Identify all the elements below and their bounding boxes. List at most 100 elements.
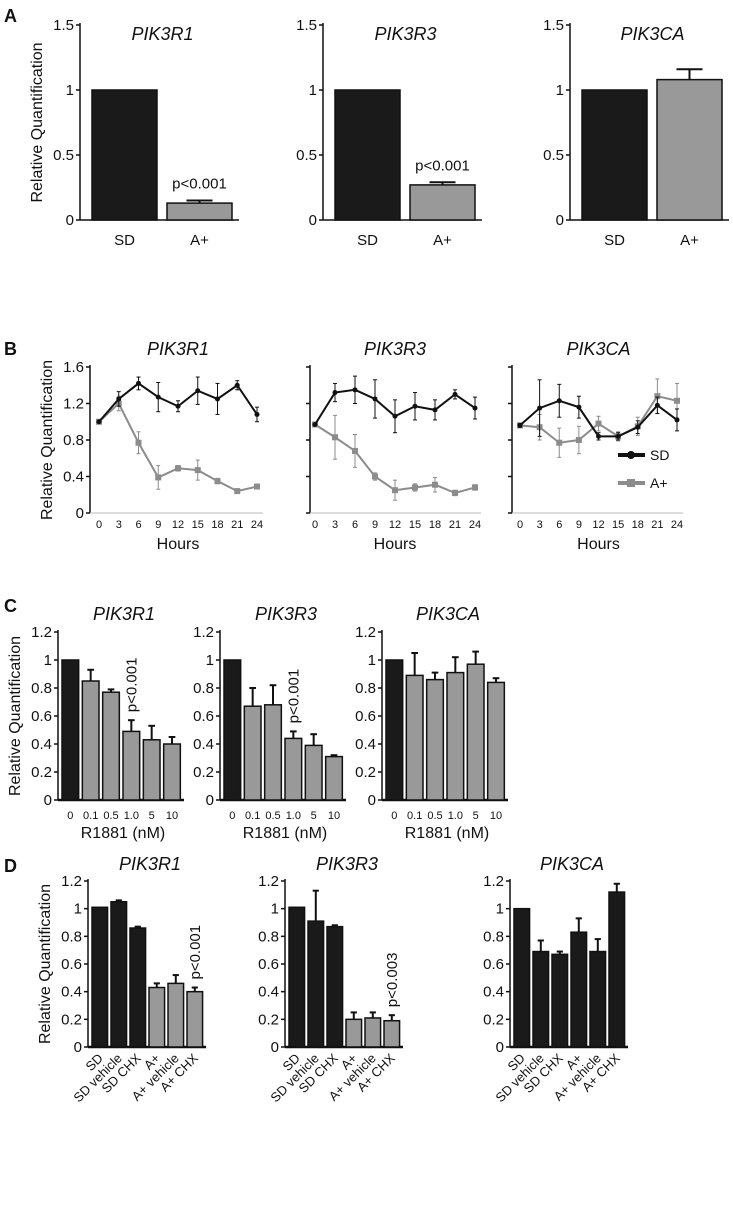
- p-value-annotation: p<0.001: [187, 925, 204, 980]
- bar: [532, 950, 550, 1048]
- data-point: [615, 433, 621, 439]
- x-tick-label: 15: [612, 519, 624, 531]
- bar: [288, 906, 306, 1048]
- bar: [324, 755, 344, 801]
- x-tick-label: A+: [680, 232, 699, 249]
- bar: [589, 950, 607, 1048]
- bar: [326, 925, 344, 1048]
- data-point: [595, 420, 602, 427]
- data-point: [136, 380, 141, 386]
- bar: [186, 990, 204, 1048]
- x-tick-label: SD: [604, 232, 625, 249]
- y-tick-label: 0.5: [53, 147, 74, 164]
- bar: [364, 1017, 382, 1048]
- x-tick-label: 15: [192, 519, 204, 531]
- x-tick-label: 18: [632, 519, 644, 531]
- bar: [334, 89, 401, 221]
- y-tick-label: 1.2: [31, 624, 52, 641]
- bar: [513, 907, 531, 1048]
- bar: [486, 681, 506, 801]
- y-tick-label: 0: [368, 792, 376, 809]
- data-point: [674, 417, 680, 423]
- y-axis-label: Relative Quantification: [29, 42, 46, 202]
- chart-title: PIK3R1: [119, 854, 181, 874]
- y-tick-label: 0.4: [258, 984, 279, 1001]
- bar: [61, 659, 80, 801]
- bar: [570, 931, 588, 1048]
- y-tick-label: 0.6: [483, 956, 504, 973]
- x-tick-label: 21: [449, 519, 461, 531]
- y-tick-label: 0.2: [61, 1011, 82, 1028]
- series-line-A+: [98, 401, 258, 493]
- x-tick-label: 10: [328, 810, 340, 822]
- y-tick-label: 0.6: [31, 708, 52, 725]
- data-point: [195, 388, 201, 394]
- bar: [91, 89, 158, 221]
- data-point: [556, 439, 563, 446]
- data-point: [214, 478, 221, 485]
- data-point: [472, 484, 478, 491]
- y-axis-label: Relative Quantification: [39, 360, 56, 520]
- y-tick-label: 0: [271, 1039, 279, 1056]
- x-tick-label: 18: [211, 519, 223, 531]
- x-tick-label: 5: [473, 810, 479, 822]
- data-point: [155, 394, 161, 400]
- data-point: [116, 396, 122, 402]
- panel-letter: B: [4, 339, 17, 359]
- x-tick-label: 9: [155, 519, 161, 531]
- p-value-annotation: p<0.001: [172, 176, 227, 193]
- x-tick-label: 3: [332, 519, 338, 531]
- y-tick-label: 0.4: [31, 736, 52, 753]
- data-point: [352, 387, 358, 393]
- y-tick-label: 1: [309, 82, 317, 99]
- y-tick-label: 1.6: [63, 359, 84, 376]
- data-point: [452, 489, 458, 496]
- y-tick-label: 1: [206, 652, 214, 669]
- y-tick-label: 0.6: [258, 956, 279, 973]
- bar: [608, 891, 626, 1048]
- x-tick-label: 0: [517, 519, 523, 531]
- data-point: [135, 439, 142, 446]
- p-value-annotation: p<0.001: [415, 157, 470, 174]
- y-tick-label: 0: [206, 792, 214, 809]
- x-tick-label: 10: [490, 810, 502, 822]
- data-point: [635, 424, 641, 430]
- data-point: [372, 396, 378, 402]
- y-tick-label: 0.8: [61, 928, 82, 945]
- x-tick-label: 3: [116, 519, 122, 531]
- y-tick-label: 0.4: [63, 469, 84, 486]
- bar: [409, 184, 476, 221]
- y-tick-label: 0: [66, 212, 74, 229]
- bar: [142, 739, 161, 801]
- y-tick-label: 1: [368, 652, 376, 669]
- bar: [383, 1019, 401, 1048]
- chart-title: PIK3R1: [131, 24, 193, 44]
- x-tick-label: 6: [352, 519, 358, 531]
- data-point: [654, 402, 660, 408]
- data-point: [472, 405, 478, 411]
- y-tick-label: 0: [74, 1039, 82, 1056]
- p-value-annotation: p<0.003: [384, 953, 401, 1008]
- chart-title: PIK3CA: [566, 339, 630, 359]
- bar: [166, 202, 233, 221]
- data-point: [372, 473, 378, 480]
- x-tick-label: 0.1: [407, 810, 422, 822]
- data-point: [96, 419, 102, 425]
- x-axis-label: R1881 (nM): [243, 825, 327, 842]
- p-value-annotation: p<0.001: [285, 669, 302, 724]
- data-point: [674, 397, 680, 404]
- chart-title: PIK3R1: [93, 604, 155, 624]
- bar: [162, 743, 182, 801]
- data-point: [537, 405, 543, 411]
- data-point: [215, 396, 220, 402]
- bar: [122, 730, 141, 801]
- bar: [81, 680, 100, 801]
- x-axis-label: R1881 (nM): [405, 825, 489, 842]
- y-tick-label: 1.5: [53, 17, 74, 34]
- panel-letter: C: [4, 596, 17, 616]
- x-tick-label: 0.5: [427, 810, 442, 822]
- data-point: [332, 390, 338, 396]
- x-tick-label: 9: [576, 519, 582, 531]
- data-point: [556, 398, 562, 404]
